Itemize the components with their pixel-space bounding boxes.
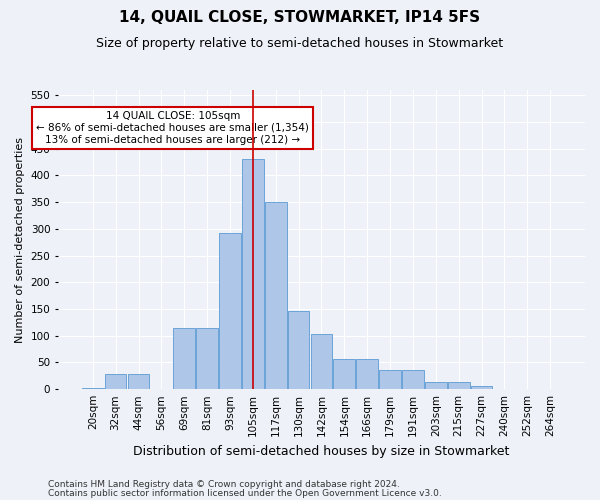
Bar: [265, 202, 287, 389]
Bar: [82, 388, 104, 389]
Text: 14, QUAIL CLOSE, STOWMARKET, IP14 5FS: 14, QUAIL CLOSE, STOWMARKET, IP14 5FS: [119, 10, 481, 25]
Bar: [242, 160, 264, 389]
Bar: [151, 388, 172, 389]
Text: Contains HM Land Registry data © Crown copyright and database right 2024.: Contains HM Land Registry data © Crown c…: [48, 480, 400, 489]
Bar: [471, 386, 493, 389]
Text: Size of property relative to semi-detached houses in Stowmarket: Size of property relative to semi-detach…: [97, 38, 503, 51]
Bar: [379, 370, 401, 389]
Text: Contains public sector information licensed under the Open Government Licence v3: Contains public sector information licen…: [48, 489, 442, 498]
Bar: [356, 358, 378, 389]
Bar: [173, 328, 195, 389]
Text: 14 QUAIL CLOSE: 105sqm
← 86% of semi-detached houses are smaller (1,354)
13% of : 14 QUAIL CLOSE: 105sqm ← 86% of semi-det…: [37, 112, 309, 144]
Bar: [219, 232, 241, 389]
Bar: [425, 382, 446, 389]
Bar: [288, 310, 310, 389]
Bar: [334, 358, 355, 389]
Y-axis label: Number of semi-detached properties: Number of semi-detached properties: [15, 136, 25, 342]
Bar: [105, 374, 127, 389]
Bar: [448, 382, 470, 389]
Bar: [402, 370, 424, 389]
Bar: [517, 388, 538, 389]
Bar: [539, 388, 561, 389]
Bar: [128, 374, 149, 389]
Bar: [196, 328, 218, 389]
X-axis label: Distribution of semi-detached houses by size in Stowmarket: Distribution of semi-detached houses by …: [133, 444, 509, 458]
Bar: [494, 388, 515, 389]
Bar: [311, 334, 332, 389]
